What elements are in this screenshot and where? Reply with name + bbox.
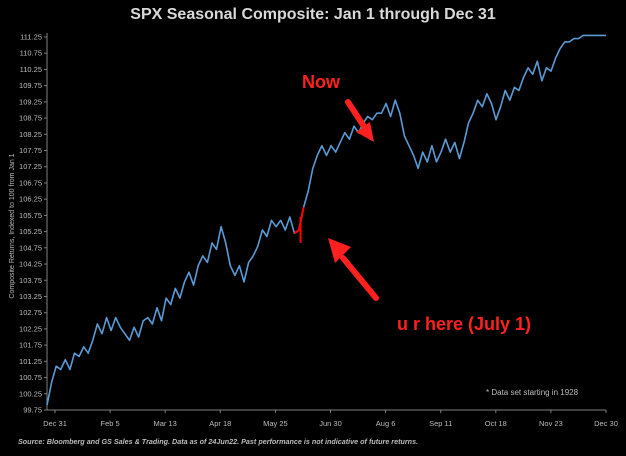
now-annotation: Now xyxy=(302,72,340,92)
y-axis-label: Composite Returns, Indexed to 100 from J… xyxy=(9,153,16,298)
now-arrow-shaft xyxy=(345,99,368,131)
y-tick-label: 102.75 xyxy=(19,308,42,317)
y-tick-label: 100.25 xyxy=(19,389,42,398)
y-tick-label: 103.75 xyxy=(19,276,42,285)
here-arrow-head xyxy=(328,238,351,263)
x-tick-label: Jun 30 xyxy=(319,419,342,428)
y-tick-label: 108.25 xyxy=(19,130,42,139)
highlight-segment xyxy=(293,207,305,235)
y-tick-label: 106.25 xyxy=(19,195,42,204)
y-tick-label: 100.75 xyxy=(19,373,42,382)
y-tick-label: 109.75 xyxy=(19,81,42,90)
y-tick-label: 107.25 xyxy=(19,162,42,171)
y-axis-ticks: 99.75 100.25 100.75 101.25 101.75 102.25 102.7… xyxy=(19,33,47,415)
x-tick-label: Aug 6 xyxy=(376,419,396,428)
here-annotation: u r here (July 1) xyxy=(397,314,532,334)
x-tick-label: Mar 13 xyxy=(154,419,177,428)
series-group xyxy=(46,34,606,406)
x-tick-label: Dec 30 xyxy=(594,419,618,428)
now-arrow-head xyxy=(356,122,374,142)
y-tick-label: 103.25 xyxy=(19,292,42,301)
y-tick-label: 101.25 xyxy=(19,357,42,366)
x-axis-ticks: Dec 31 Feb 5 Mar 13 Apr 18 May 25 Jun 30 Aug 6… xyxy=(43,410,618,428)
x-tick-label: May 25 xyxy=(263,419,288,428)
y-tick-label: 109.25 xyxy=(19,97,42,106)
x-tick-label: Sep 11 xyxy=(429,419,452,428)
y-tick-label: 110.75 xyxy=(20,49,42,58)
y-tick-label: 101.75 xyxy=(19,341,42,350)
x-tick-label: Oct 18 xyxy=(485,419,507,428)
y-tick-label: 107.75 xyxy=(19,146,42,155)
y-tick-label: 104.75 xyxy=(19,243,42,252)
series-line xyxy=(46,34,606,406)
annotation-arrows xyxy=(328,99,379,301)
y-tick-label: 110.25 xyxy=(20,65,42,74)
y-tick-label: 111.25 xyxy=(20,33,42,42)
here-arrow-shaft xyxy=(340,255,379,301)
y-tick-label: 99.75 xyxy=(23,406,42,415)
y-tick-label: 102.25 xyxy=(19,324,42,333)
data-footnote: * Data set starting in 1928 xyxy=(486,388,579,397)
source-note: Source: Bloomberg and GS Sales & Trading… xyxy=(18,437,419,446)
x-tick-label: Nov 23 xyxy=(539,419,563,428)
y-tick-label: 104.25 xyxy=(19,260,42,269)
x-tick-label: Feb 5 xyxy=(101,419,120,428)
y-tick-label: 108.75 xyxy=(19,114,42,123)
y-tick-label: 106.75 xyxy=(19,178,42,187)
y-tick-label: 105.25 xyxy=(19,227,42,236)
chart-axes xyxy=(46,33,606,411)
chart-title: SPX Seasonal Composite: Jan 1 through De… xyxy=(130,6,496,23)
x-tick-label: Dec 31 xyxy=(43,419,67,428)
x-tick-label: Apr 18 xyxy=(209,419,231,428)
y-tick-label: 105.75 xyxy=(19,211,42,220)
